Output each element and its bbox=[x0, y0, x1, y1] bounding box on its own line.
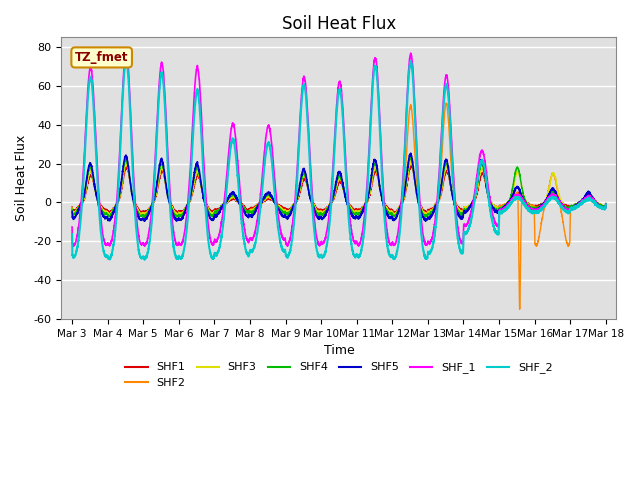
Line: SHF1: SHF1 bbox=[72, 165, 606, 213]
SHF_2 bbox=[141, 257, 148, 263]
SHF5 bbox=[132, 209, 140, 215]
SHF2 bbox=[516, 306, 524, 312]
SHF4 bbox=[132, 204, 140, 210]
SHF_1 bbox=[132, 215, 140, 221]
SHF1 bbox=[102, 207, 109, 213]
SHF1 bbox=[234, 198, 242, 204]
SHF_2 bbox=[122, 57, 130, 62]
SHF1 bbox=[132, 203, 140, 208]
SHF4 bbox=[132, 207, 140, 213]
SHF_1 bbox=[481, 156, 488, 162]
SHF5 bbox=[234, 197, 242, 203]
SHF4 bbox=[422, 214, 429, 220]
SHF2 bbox=[234, 198, 242, 204]
SHF2 bbox=[602, 201, 610, 206]
SHF3 bbox=[437, 189, 445, 194]
SHF3 bbox=[106, 212, 114, 218]
SHF1 bbox=[132, 204, 140, 209]
SHF_2 bbox=[481, 167, 488, 172]
SHF3 bbox=[234, 198, 242, 204]
SHF5 bbox=[422, 218, 429, 224]
SHF5 bbox=[602, 202, 610, 207]
SHF_2 bbox=[234, 180, 242, 186]
Legend: SHF1, SHF2, SHF3, SHF4, SHF5, SHF_1, SHF_2: SHF1, SHF2, SHF3, SHF4, SHF5, SHF_1, SHF… bbox=[121, 358, 557, 392]
SHF2 bbox=[437, 169, 445, 175]
SHF5 bbox=[481, 169, 488, 175]
SHF1 bbox=[407, 162, 415, 168]
SHF1 bbox=[602, 201, 610, 206]
SHF_1 bbox=[122, 48, 130, 54]
SHF1 bbox=[106, 210, 114, 216]
SHF4 bbox=[407, 154, 415, 160]
Line: SHF_2: SHF_2 bbox=[72, 60, 606, 260]
Line: SHF3: SHF3 bbox=[72, 161, 606, 215]
Text: TZ_fmet: TZ_fmet bbox=[75, 51, 129, 64]
SHF_1 bbox=[234, 165, 242, 171]
SHF_1 bbox=[70, 243, 77, 249]
Line: SHF5: SHF5 bbox=[72, 153, 606, 221]
SHF_2 bbox=[132, 221, 140, 227]
SHF2 bbox=[442, 100, 450, 106]
SHF_2 bbox=[132, 228, 140, 233]
SHF5 bbox=[132, 206, 140, 212]
X-axis label: Time: Time bbox=[324, 344, 355, 357]
SHF_1 bbox=[437, 137, 445, 143]
SHF1 bbox=[68, 204, 76, 210]
SHF3 bbox=[132, 204, 140, 210]
SHF4 bbox=[481, 172, 488, 178]
SHF5 bbox=[407, 150, 415, 156]
SHF2 bbox=[132, 203, 140, 209]
SHF1 bbox=[481, 176, 488, 182]
SHF5 bbox=[437, 183, 445, 189]
SHF_1 bbox=[68, 224, 76, 230]
Title: Soil Heat Flux: Soil Heat Flux bbox=[282, 15, 396, 33]
SHF_2 bbox=[437, 146, 445, 152]
SHF3 bbox=[407, 158, 415, 164]
SHF4 bbox=[437, 185, 445, 191]
Line: SHF2: SHF2 bbox=[72, 103, 606, 309]
Line: SHF_1: SHF_1 bbox=[72, 51, 606, 246]
SHF_2 bbox=[68, 231, 76, 237]
Y-axis label: Soil Heat Flux: Soil Heat Flux bbox=[15, 135, 28, 221]
SHF5 bbox=[102, 216, 109, 221]
SHF2 bbox=[132, 205, 140, 211]
SHF_1 bbox=[102, 241, 109, 247]
SHF_1 bbox=[602, 202, 610, 207]
SHF_2 bbox=[102, 253, 109, 259]
SHF_1 bbox=[132, 207, 140, 213]
SHF4 bbox=[234, 197, 242, 203]
SHF3 bbox=[481, 172, 488, 178]
SHF3 bbox=[102, 209, 109, 215]
SHF1 bbox=[437, 191, 445, 196]
SHF2 bbox=[68, 205, 76, 211]
SHF2 bbox=[102, 209, 109, 215]
SHF4 bbox=[68, 206, 76, 212]
SHF_2 bbox=[602, 202, 610, 207]
SHF3 bbox=[602, 201, 610, 206]
SHF3 bbox=[132, 204, 140, 210]
SHF5 bbox=[68, 209, 76, 215]
SHF2 bbox=[481, 173, 488, 179]
Line: SHF4: SHF4 bbox=[72, 157, 606, 217]
SHF4 bbox=[102, 211, 109, 217]
SHF3 bbox=[68, 205, 76, 211]
SHF4 bbox=[602, 201, 610, 206]
